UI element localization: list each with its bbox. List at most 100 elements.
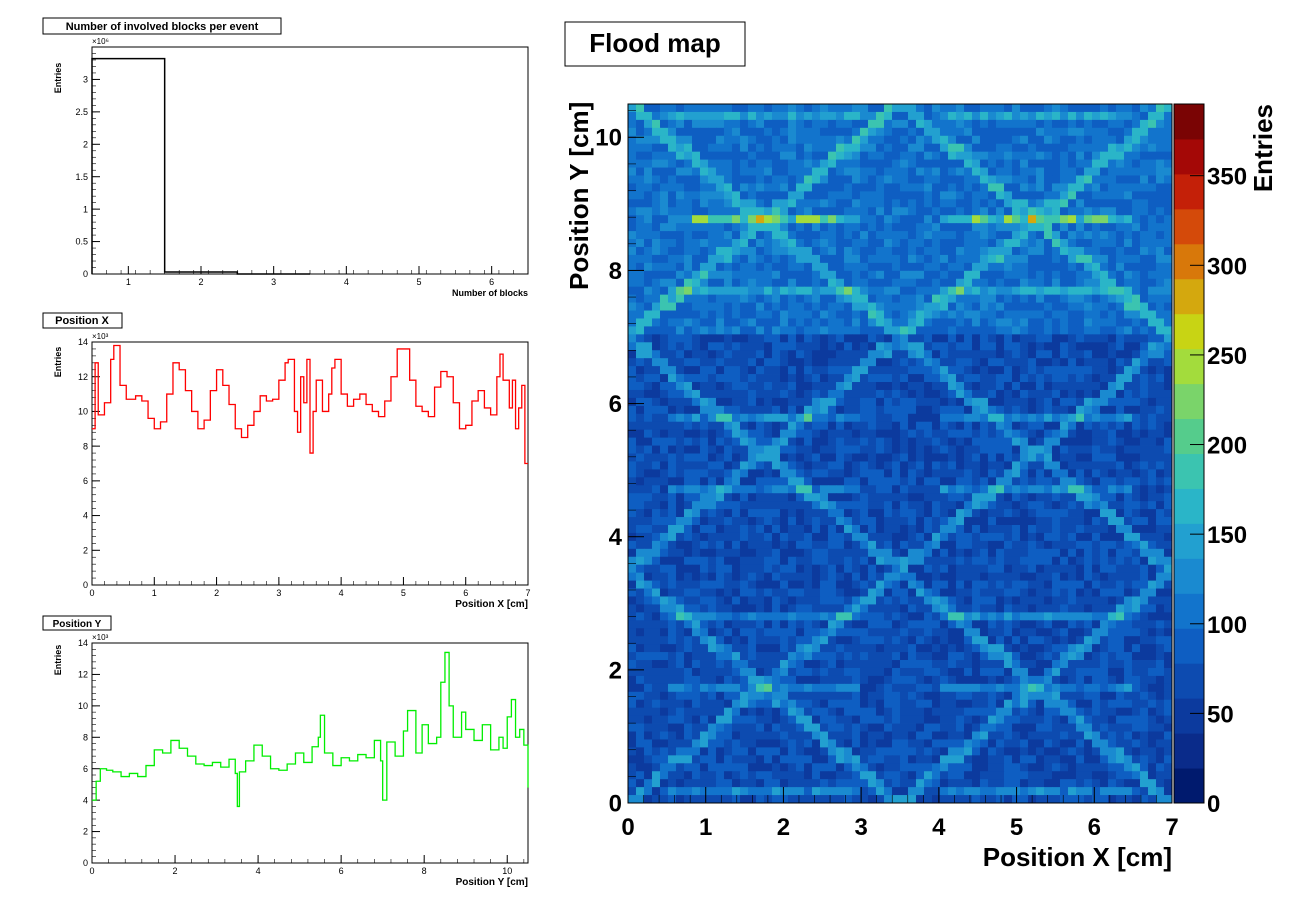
heatmap-cell <box>1068 421 1077 431</box>
heatmap-cell <box>636 334 645 343</box>
heatmap-cell <box>812 350 821 359</box>
heatmap-cell <box>804 278 813 288</box>
heatmap-cell <box>980 350 989 359</box>
heatmap-cell <box>1140 405 1149 415</box>
heatmap-cell <box>1100 342 1109 351</box>
heatmap-cell <box>1124 382 1133 391</box>
heatmap-cell <box>732 644 741 653</box>
heatmap-cell <box>868 254 877 264</box>
heatmap-cell <box>1036 453 1045 462</box>
heatmap-cell <box>884 270 893 280</box>
heatmap-cell <box>988 405 997 415</box>
heatmap-cell <box>964 588 973 597</box>
heatmap-cell <box>724 326 733 335</box>
heatmap-cell <box>1060 636 1069 645</box>
heatmap-cell <box>980 254 989 264</box>
heatmap-cell <box>764 477 773 486</box>
heatmap-cell <box>804 485 813 494</box>
heatmap-cell <box>1140 501 1149 510</box>
heatmap-cell <box>644 111 653 121</box>
heatmap-cell <box>660 445 669 454</box>
heatmap-cell <box>1004 175 1013 184</box>
heatmap-cell <box>628 437 637 446</box>
heatmap-cell <box>756 231 765 240</box>
heatmap-cell <box>996 334 1005 343</box>
heatmap-cell <box>740 326 749 335</box>
heatmap-cell <box>756 167 765 176</box>
heatmap-cell <box>716 199 725 208</box>
heatmap-cell <box>764 612 773 621</box>
heatmap-cell <box>1044 453 1053 462</box>
heatmap-cell <box>724 231 733 240</box>
heatmap-cell <box>1044 223 1053 232</box>
heatmap-cell <box>828 517 837 526</box>
heatmap-cell <box>844 159 853 168</box>
heatmap-cell <box>1012 231 1021 240</box>
heatmap-cell <box>844 644 853 653</box>
heatmap-cell <box>964 469 973 478</box>
heatmap-cell <box>1028 366 1037 375</box>
heatmap-cell <box>1068 239 1077 248</box>
heatmap-cell <box>692 350 701 359</box>
heatmap-cell <box>628 572 637 581</box>
heatmap-cell <box>908 294 917 303</box>
heatmap-cell <box>892 548 901 558</box>
heatmap-cell <box>1068 596 1077 605</box>
heatmap-cell <box>764 485 773 494</box>
heatmap-cell <box>1052 445 1061 454</box>
heatmap-cell <box>940 382 949 391</box>
heatmap-cell <box>652 548 661 558</box>
heatmap-cell <box>1004 310 1013 319</box>
heatmap-cell <box>676 326 685 335</box>
heatmap-cell <box>636 199 645 208</box>
heatmap-cell <box>1156 389 1165 399</box>
heatmap-cell <box>788 397 797 407</box>
heatmap-cell <box>956 246 965 256</box>
heatmap-cell <box>868 326 877 335</box>
heatmap-cell <box>1092 286 1101 296</box>
heatmap-cell <box>724 318 733 327</box>
heatmap-cell <box>1020 580 1029 589</box>
heatmap-cell <box>900 334 909 343</box>
heatmap-cell <box>876 262 885 272</box>
heatmap-cell <box>820 612 829 621</box>
heatmap-cell <box>692 604 701 613</box>
heatmap-cell <box>796 199 805 208</box>
heatmap-cell <box>836 366 845 375</box>
heatmap-cell <box>804 159 813 168</box>
heatmap-cell <box>804 644 813 653</box>
heatmap-cell <box>1156 548 1165 558</box>
heatmap-cell <box>1084 239 1093 248</box>
heatmap-cell <box>812 278 821 288</box>
heatmap-cell <box>676 572 685 581</box>
heatmap-cell <box>1108 636 1117 645</box>
heatmap-cell <box>628 405 637 415</box>
heatmap-cell <box>716 540 725 550</box>
heatmap-cell <box>748 278 757 288</box>
heatmap-cell <box>1164 437 1173 446</box>
heatmap-cell <box>748 532 757 542</box>
heatmap-cell <box>804 540 813 550</box>
heatmap-cell <box>972 175 981 184</box>
heatmap-cell <box>668 509 677 518</box>
heatmap-cell <box>1036 167 1045 176</box>
heatmap-cell <box>660 485 669 494</box>
heatmap-cell <box>636 159 645 168</box>
heatmap-cell <box>1060 167 1069 176</box>
heatmap-cell <box>1076 469 1085 478</box>
heatmap-cell <box>1092 366 1101 375</box>
heatmap-cell <box>1068 429 1077 439</box>
heatmap-cell <box>668 350 677 359</box>
heatmap-cell <box>860 453 869 462</box>
heatmap-cell <box>764 286 773 296</box>
heatmap-cell <box>836 644 845 653</box>
heatmap-cell <box>1012 215 1021 224</box>
heatmap-cell <box>812 421 821 431</box>
heatmap-cell <box>692 469 701 478</box>
heatmap-cell <box>1148 104 1157 113</box>
blocks-histogram-title: Number of involved blocks per event <box>66 21 259 33</box>
heatmap-cell <box>820 191 829 200</box>
heatmap-cell <box>716 524 725 534</box>
heatmap-cell <box>996 111 1005 121</box>
heatmap-cell <box>988 437 997 446</box>
